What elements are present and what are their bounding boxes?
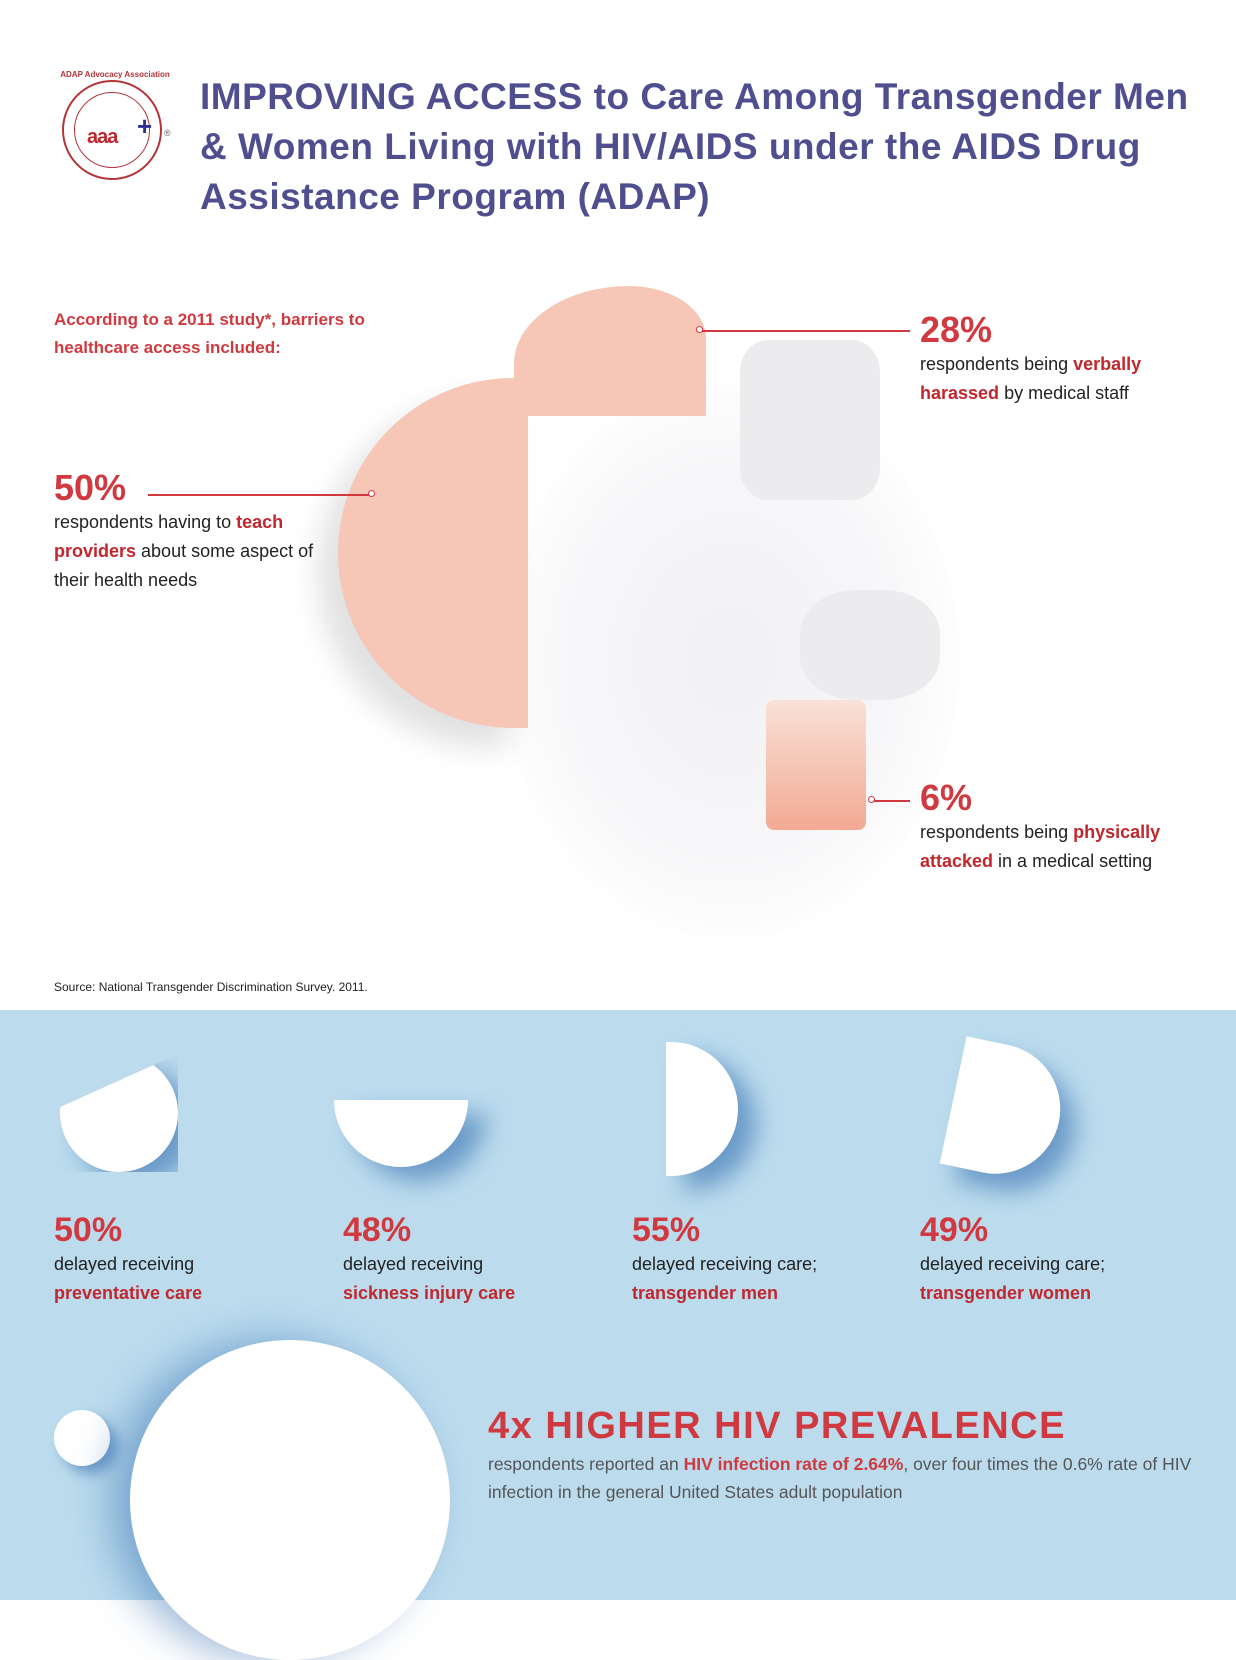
- small-pill-icon: [54, 1410, 110, 1466]
- stat-percent: 50%: [54, 467, 127, 508]
- powder-chunk-icon: [800, 590, 940, 700]
- logo-mark: aaa: [87, 126, 118, 148]
- callout-dot: [368, 490, 375, 497]
- logo-org-name: ADAP Advocacy Association: [60, 70, 170, 79]
- registered-mark: ®: [164, 128, 171, 138]
- callout-dot: [868, 796, 875, 803]
- prevalence-title: 4x HIGHER HIV PREVALENCE: [488, 1405, 1066, 1447]
- stat-percent: 28%: [920, 309, 993, 350]
- stat-percent: 55%: [632, 1211, 701, 1249]
- callout-dot: [696, 326, 703, 333]
- stat-preventative-care: 50% delayed receiving preventative care: [54, 1210, 314, 1308]
- callout-line: [148, 494, 370, 496]
- barriers-intro: According to a 2011 study*, barriers to …: [54, 310, 365, 357]
- stat-verbally-harassed: 28% respondents being verbally harassed …: [920, 310, 1220, 408]
- callout-line: [872, 800, 910, 802]
- stat-transgender-women: 49% delayed receiving care; transgender …: [920, 1210, 1200, 1308]
- large-pill-icon: [130, 1340, 450, 1660]
- stat-transgender-men: 55% delayed receiving care; transgender …: [632, 1210, 892, 1308]
- stat-physically-attacked: 6% respondents being physically attacked…: [920, 778, 1220, 876]
- source-note: Source: National Transgender Discriminat…: [54, 980, 368, 994]
- stat-teach-providers: 50% respondents having to teach provider…: [54, 468, 344, 595]
- aaa-logo: ADAP Advocacy Association aaa + ®: [60, 70, 171, 180]
- plus-icon: +: [137, 111, 153, 141]
- stat-sickness-injury-care: 48% delayed receiving sickness injury ca…: [343, 1210, 603, 1308]
- page-title: IMPROVING ACCESS to Care Among Transgend…: [200, 76, 1189, 217]
- pill-fragment-icon: [766, 700, 866, 830]
- stat-percent: 49%: [920, 1211, 989, 1249]
- callout-line: [700, 330, 910, 332]
- prevalence-description: respondents reported an HIV infection ra…: [488, 1454, 1192, 1502]
- stat-percent: 48%: [343, 1211, 412, 1249]
- powder-chunk-icon: [740, 340, 880, 500]
- stat-percent: 50%: [54, 1211, 123, 1249]
- stat-percent: 6%: [920, 777, 973, 818]
